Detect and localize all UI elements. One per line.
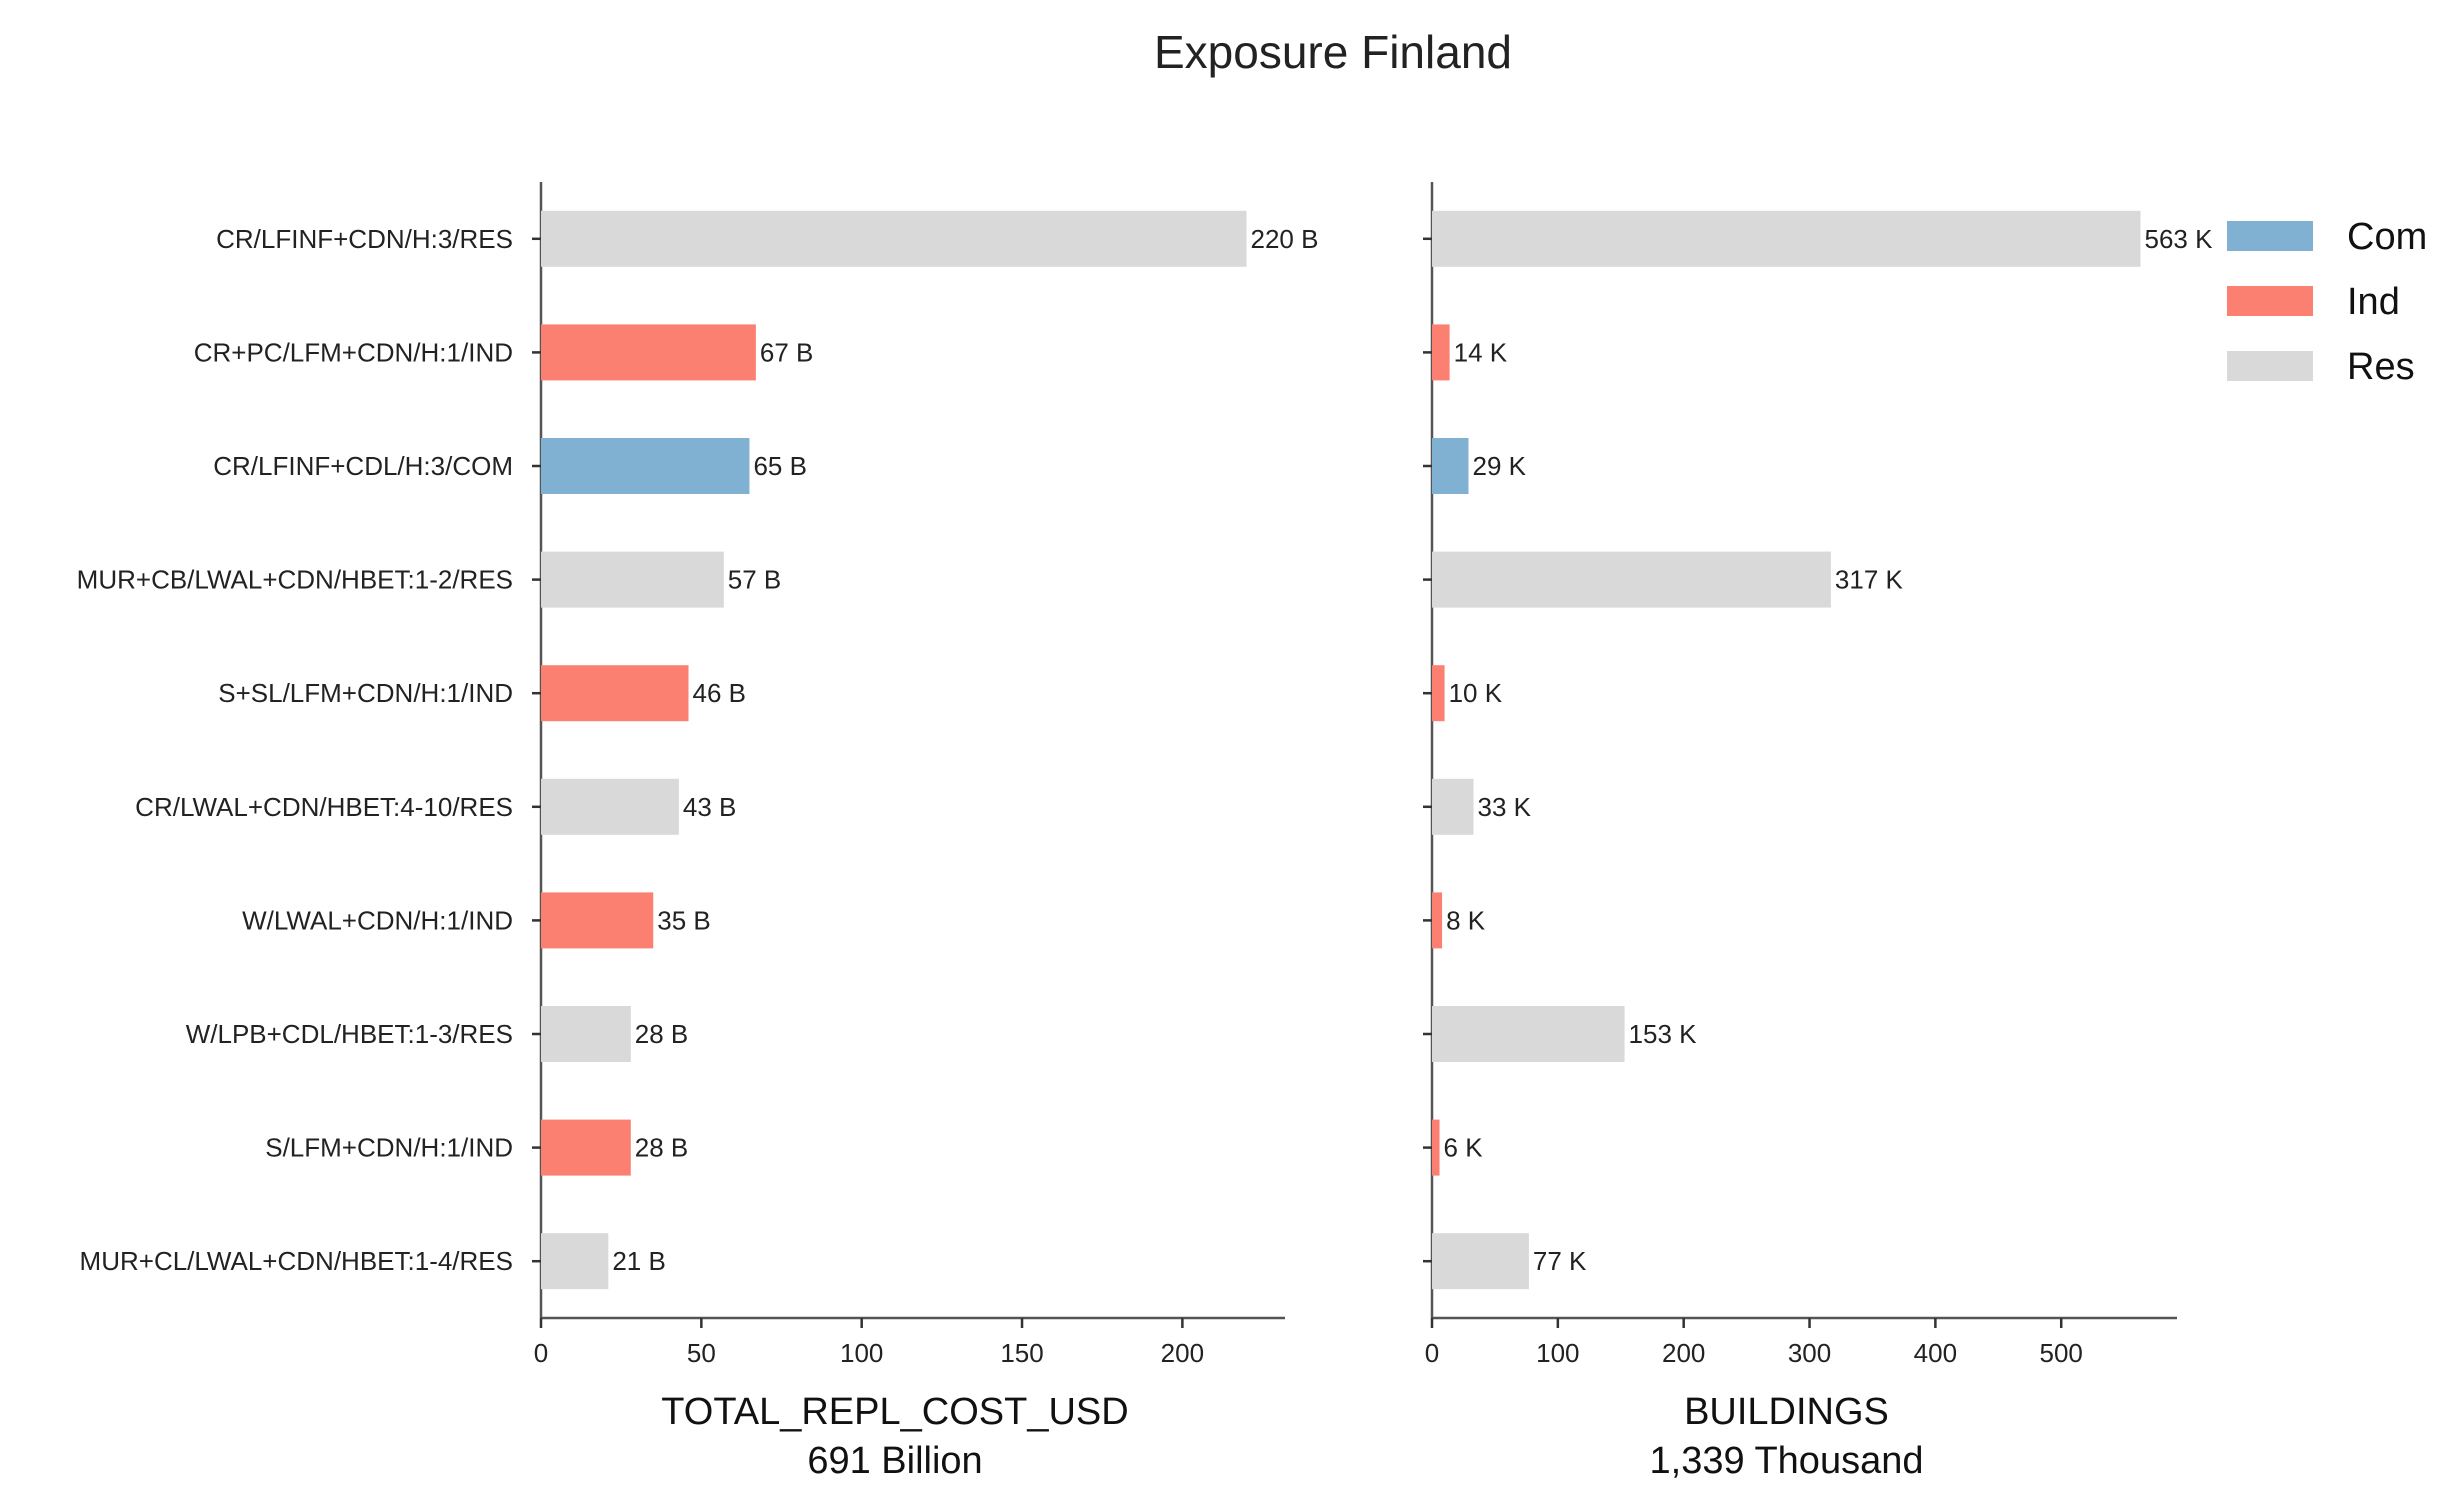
bar <box>541 438 750 494</box>
bar <box>1432 1006 1625 1062</box>
category-label: CR+PC/LFM+CDN/H:1/IND <box>194 337 513 367</box>
legend-swatch <box>2227 286 2313 316</box>
x-tick-label: 400 <box>1914 1338 1957 1368</box>
bar <box>1432 324 1450 381</box>
data-label: 10 K <box>1449 678 1503 708</box>
data-label: 153 K <box>1629 1019 1698 1049</box>
x-tick-label: 50 <box>687 1338 716 1368</box>
category-label: S+SL/LFM+CDN/H:1/IND <box>218 678 513 708</box>
data-label: 563 K <box>2145 224 2214 254</box>
x-tick-label: 0 <box>1425 1338 1439 1368</box>
bar <box>1432 1233 1529 1290</box>
bar <box>1432 551 1831 608</box>
bar <box>541 778 679 835</box>
data-label: 57 B <box>728 565 782 595</box>
x-tick-label: 150 <box>1000 1338 1043 1368</box>
bar <box>541 324 756 381</box>
x-tick-label: 0 <box>534 1338 548 1368</box>
x-tick-label: 100 <box>1536 1338 1579 1368</box>
bar <box>1432 892 1443 949</box>
x-axis-title: TOTAL_REPL_COST_USD <box>661 1391 1128 1433</box>
bar <box>1432 438 1469 494</box>
bar <box>541 665 689 722</box>
x-tick-label: 300 <box>1788 1338 1831 1368</box>
data-label: 35 B <box>657 905 711 935</box>
data-label: 317 K <box>1835 565 1904 595</box>
legend: Com Ind Res <box>2227 216 2427 388</box>
data-label: 33 K <box>1478 792 1532 822</box>
chart-panels: 220 B CR/LFINF+CDN/H:3/RES 67 B CR+PC/LFM+C… <box>77 182 2213 1482</box>
legend-swatch <box>2227 221 2313 251</box>
legend-label: Com <box>2347 216 2427 258</box>
data-label: 43 B <box>683 792 737 822</box>
category-label: S/LFM+CDN/H:1/IND <box>265 1133 513 1163</box>
data-label: 28 B <box>635 1019 689 1049</box>
data-label: 77 K <box>1533 1246 1587 1276</box>
category-label: MUR+CL/LWAL+CDN/HBET:1-4/RES <box>80 1246 513 1276</box>
data-label: 220 B <box>1251 224 1319 254</box>
bar <box>541 1006 631 1062</box>
x-tick-label: 200 <box>1161 1338 1204 1368</box>
category-label: CR/LWAL+CDN/HBET:4-10/RES <box>135 792 513 822</box>
bar <box>541 892 654 949</box>
bar <box>1432 665 1445 722</box>
category-label: CR/LFINF+CDL/H:3/COM <box>213 451 513 481</box>
bar <box>541 210 1247 267</box>
bar <box>541 551 724 608</box>
panel-2: 563 K 14 K 29 K 317 K 10 K 33 K 8 K 153 K 6 K 77 … <box>1423 182 2213 1482</box>
legend-label: Res <box>2347 346 2415 388</box>
bar <box>1432 778 1474 835</box>
data-label: 67 B <box>760 337 814 367</box>
bar <box>541 1233 609 1290</box>
category-label: W/LPB+CDL/HBET:1-3/RES <box>186 1019 513 1049</box>
bar <box>1432 1119 1440 1176</box>
data-label: 21 B <box>612 1246 666 1276</box>
data-label: 8 K <box>1446 905 1486 935</box>
x-tick-label: 100 <box>840 1338 883 1368</box>
x-tick-label: 200 <box>1662 1338 1705 1368</box>
bar <box>1432 210 2141 267</box>
category-label: CR/LFINF+CDN/H:3/RES <box>216 224 513 254</box>
x-axis-title: BUILDINGS <box>1684 1391 1889 1433</box>
category-label: MUR+CB/LWAL+CDN/HBET:1-2/RES <box>77 565 513 595</box>
legend-swatch <box>2227 351 2313 381</box>
data-label: 28 B <box>635 1133 689 1163</box>
data-label: 46 B <box>693 678 747 708</box>
x-axis-subtitle: 691 Billion <box>807 1440 982 1482</box>
legend-label: Ind <box>2347 281 2400 323</box>
chart-title: Exposure Finland <box>1154 26 1512 78</box>
bar <box>541 1119 631 1176</box>
data-label: 29 K <box>1472 451 1526 481</box>
x-tick-label: 500 <box>2040 1338 2083 1368</box>
data-label: 14 K <box>1454 337 1508 367</box>
data-label: 6 K <box>1444 1133 1484 1163</box>
category-label: W/LWAL+CDN/H:1/IND <box>242 905 513 935</box>
data-label: 65 B <box>753 451 807 481</box>
x-axis-subtitle: 1,339 Thousand <box>1650 1440 1924 1482</box>
panel-1: 220 B CR/LFINF+CDN/H:3/RES 67 B CR+PC/LFM+C… <box>77 182 1319 1482</box>
